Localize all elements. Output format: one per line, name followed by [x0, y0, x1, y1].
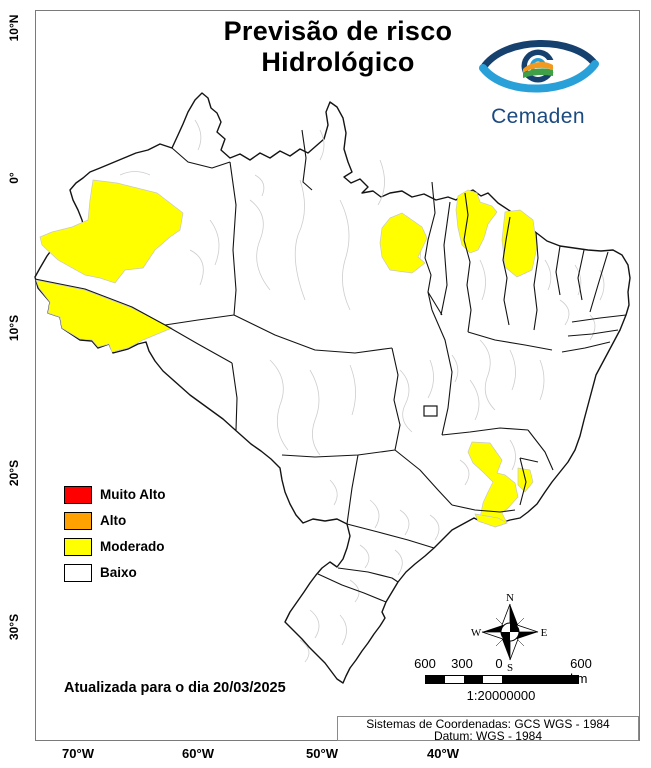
scale-segment [502, 676, 578, 683]
page-title-line2: Hidrológico [261, 47, 415, 77]
scale-segment [483, 676, 502, 683]
risk-legend: Muito Alto Alto Moderado Baixo [64, 485, 165, 589]
compass-w-label: W [471, 627, 482, 639]
coordinate-system-box: Sistemas de Coordenadas: GCS WGS - 1984 … [337, 716, 639, 743]
coordinate-system-line2: Datum: WGS - 1984 [433, 729, 543, 743]
scale-ratio-text: 1:20000000 [466, 688, 536, 703]
scale-label-300: 300 [451, 656, 473, 671]
scale-segment [445, 676, 464, 683]
compass-s-label: S [507, 662, 513, 672]
legend-label-moderado: Moderado [100, 539, 165, 554]
legend-swatch-moderado [64, 537, 92, 556]
lat-label-30s: 30°S [7, 613, 21, 641]
compass-e-label: E [541, 627, 548, 639]
legend-swatch-muito-alto [64, 485, 92, 504]
lon-label-70w: 70°W [62, 746, 94, 761]
lon-label-50w: 50°W [306, 746, 338, 761]
legend-row-moderado: Moderado [64, 537, 165, 556]
updated-date-text: Atualizada para o dia 20/03/2025 [64, 680, 286, 696]
lat-label-20s: 20°S [7, 459, 21, 487]
lat-label-10s: 10°S [7, 314, 21, 342]
scale-segment [464, 676, 483, 683]
legend-label-alto: Alto [100, 513, 127, 528]
compass-n-label: N [506, 592, 514, 604]
cemaden-logo-text: Cemaden [491, 105, 585, 128]
legend-row-muito-alto: Muito Alto [64, 485, 165, 504]
coordinate-system-line1: Sistemas de Coordenadas: GCS WGS - 1984 [366, 716, 610, 731]
legend-row-baixo: Baixo [64, 563, 165, 582]
page-title: Previsão de risco Hidrológico [35, 16, 641, 78]
scale-bar-segments [425, 675, 579, 684]
lon-label-60w: 60°W [182, 746, 214, 761]
lon-label-40w: 40°W [427, 746, 459, 761]
page-title-line1: Previsão de risco [223, 16, 453, 46]
cemaden-logo: Cemaden [472, 30, 604, 129]
scale-label-600-left: 600 [414, 656, 436, 671]
compass-rose: N S W E [471, 592, 548, 672]
lat-label-10n: 10°N [7, 14, 21, 42]
legend-row-alto: Alto [64, 511, 165, 530]
compass-star [481, 603, 539, 661]
scale-label-0: 0 [495, 656, 503, 671]
scale-segment [426, 676, 445, 683]
lat-label-0: 0° [7, 172, 21, 184]
cemaden-eye-icon [479, 40, 599, 93]
legend-swatch-baixo [64, 563, 92, 582]
legend-label-baixo: Baixo [100, 565, 137, 580]
legend-label-muito-alto: Muito Alto [100, 487, 166, 502]
legend-swatch-alto [64, 511, 92, 530]
